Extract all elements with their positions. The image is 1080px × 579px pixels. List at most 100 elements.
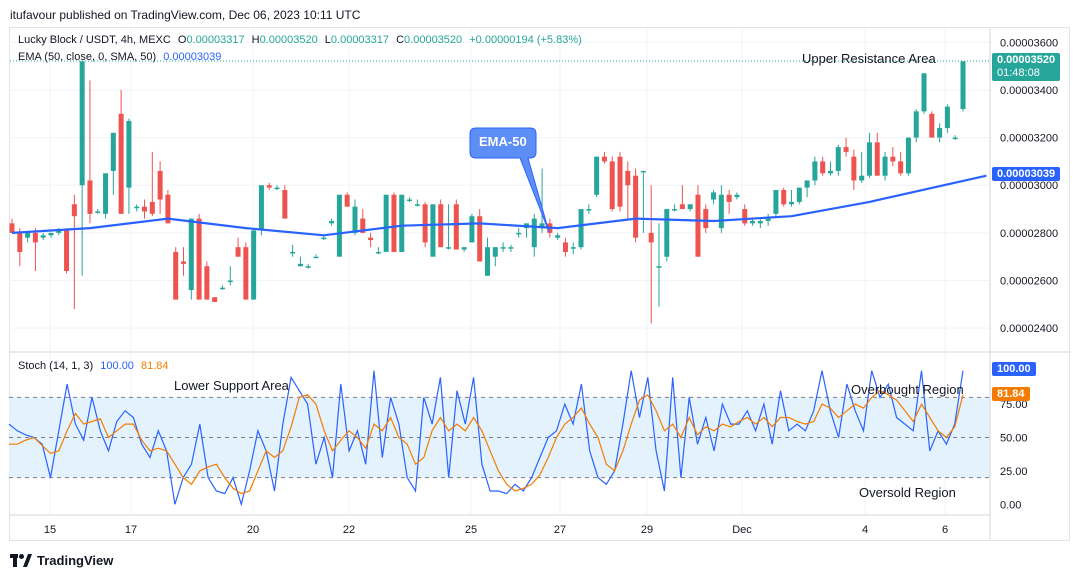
price-badge-value: 0.00003520 [997, 54, 1056, 66]
candle [890, 147, 896, 167]
candle [913, 109, 919, 143]
candle [461, 247, 467, 252]
ema-badge: 0.00003039 [992, 167, 1061, 181]
candle [617, 151, 623, 212]
tradingview-logo-icon [10, 554, 32, 567]
candle-body [929, 113, 935, 138]
candle [414, 199, 420, 207]
candle-body [251, 230, 257, 300]
time-tick-label: 20 [247, 524, 259, 536]
candle-body [313, 256, 319, 259]
candle [477, 209, 483, 262]
candle-body [890, 156, 896, 162]
candle-body [773, 190, 779, 214]
time-tick-label: 17 [125, 524, 137, 536]
candle [601, 151, 607, 164]
candle [944, 104, 950, 133]
candle-body [687, 204, 693, 210]
upper-resistance-label: Upper Resistance Area [802, 51, 936, 66]
candle-body [227, 280, 233, 283]
publish-info: itufavour published on TradingView.com, … [10, 8, 361, 22]
price-badge: 0.00003520 01:48:08 [992, 53, 1061, 81]
candle-body [921, 73, 927, 112]
candle-body [383, 194, 389, 252]
candle-body [874, 142, 880, 176]
candle-body [352, 206, 358, 233]
candle [570, 242, 576, 255]
ema-value: 0.00003039 [163, 51, 222, 63]
tradingview-footer[interactable]: TradingView [10, 553, 113, 568]
candle-body [126, 120, 132, 188]
candle [804, 180, 810, 198]
candle [188, 218, 194, 300]
candle-body [835, 147, 841, 171]
candle-body [820, 161, 826, 174]
candle [9, 218, 15, 233]
candle-body [781, 190, 787, 205]
candle [773, 190, 779, 217]
candle-body [305, 266, 311, 268]
candle-body [407, 199, 413, 202]
candle-body [469, 216, 475, 243]
c-value: 0.00003520 [404, 34, 463, 46]
stoch-legend: Stoch (14, 1, 3) 100.00 81.84 [18, 360, 173, 372]
candle [251, 228, 257, 300]
candle-body [290, 251, 296, 254]
candle [898, 151, 904, 176]
candle [726, 190, 732, 214]
candle [407, 197, 413, 202]
candle [219, 285, 225, 291]
candle-body [368, 237, 374, 241]
candle-body [765, 218, 771, 221]
stoch-tick-label: 50.00 [1000, 433, 1028, 445]
candle-body [430, 204, 436, 257]
candle-body [32, 232, 38, 243]
candle [687, 204, 693, 212]
time-tick-label: 25 [465, 524, 477, 536]
candle [399, 194, 405, 252]
candle-body [235, 247, 241, 257]
candle [329, 218, 335, 226]
candle [79, 61, 85, 276]
lower-support-label: Lower Support Area [174, 378, 289, 393]
candle [734, 192, 740, 200]
candle [874, 132, 880, 176]
l-label: L [324, 34, 331, 46]
candle-body [750, 220, 756, 224]
oversold-label: Oversold Region [859, 485, 956, 500]
candle [48, 232, 54, 238]
candle [196, 213, 202, 300]
candle-body [149, 201, 155, 214]
candle-body [952, 137, 958, 140]
candle-body [17, 232, 23, 252]
candle-body [898, 161, 904, 174]
candle-body [399, 194, 405, 252]
ema-legend: EMA (50, close, 0, SMA, 50) 0.00003039 [18, 51, 225, 63]
candle-body [243, 247, 249, 300]
candle-body [648, 232, 654, 243]
candle [500, 242, 506, 252]
stoch-tick-label: 0.00 [1000, 499, 1021, 511]
candle [297, 256, 303, 267]
candle-body [422, 204, 428, 243]
c-label: C [396, 34, 405, 46]
candle [586, 204, 592, 214]
candle-body [679, 204, 685, 210]
candle-body [321, 237, 327, 240]
chart-frame [9, 27, 1070, 541]
price-tick-label: 0.00002400 [1000, 323, 1058, 335]
candle-body [56, 230, 62, 233]
stoch-k-line [8, 370, 964, 507]
candle [742, 204, 748, 226]
candle [562, 237, 568, 257]
candle-body [812, 161, 818, 181]
price-tick-label: 0.00003400 [1000, 85, 1058, 97]
candle-body [664, 209, 670, 257]
stoch-k-value: 100.00 [100, 360, 134, 372]
l-value: 0.00003317 [330, 34, 390, 46]
candle [290, 244, 296, 257]
candle-body [336, 194, 342, 257]
candle [180, 247, 186, 276]
candle-body [508, 247, 514, 249]
